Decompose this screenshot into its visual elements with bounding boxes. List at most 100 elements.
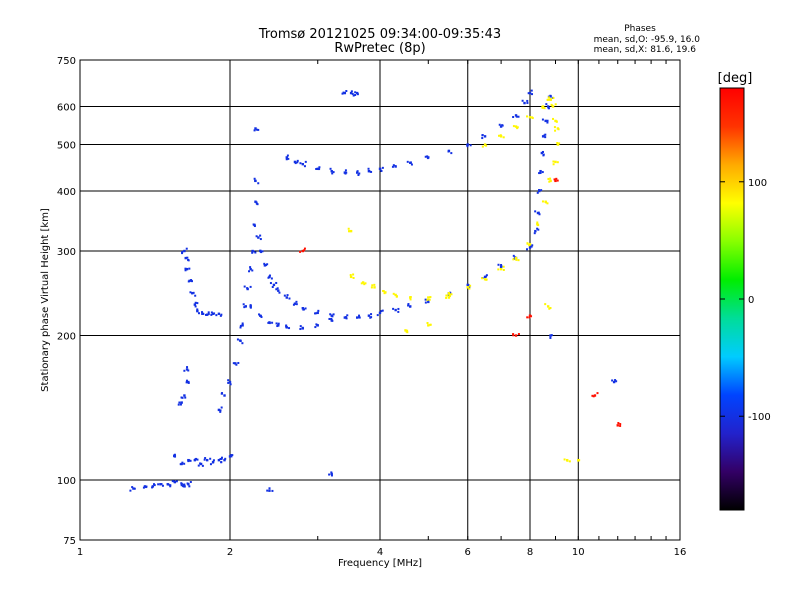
data-point xyxy=(194,458,197,461)
data-point xyxy=(364,282,367,285)
data-point xyxy=(203,458,206,461)
data-point xyxy=(292,303,295,306)
data-point xyxy=(318,166,321,169)
data-point xyxy=(301,307,305,310)
data-point xyxy=(376,314,379,317)
data-point xyxy=(549,98,552,101)
data-point xyxy=(228,380,232,384)
data-point xyxy=(483,278,487,281)
chart-subtitle: RwPretec (8p) xyxy=(334,41,425,56)
x-axis-label: Frequency [MHz] xyxy=(338,558,422,569)
data-point xyxy=(288,327,291,330)
data-point xyxy=(512,116,515,119)
data-point xyxy=(499,134,502,137)
data-point xyxy=(210,313,213,316)
data-point xyxy=(497,134,500,137)
data-point xyxy=(541,105,544,108)
data-point xyxy=(551,104,554,107)
data-point xyxy=(182,483,185,486)
data-point xyxy=(349,91,353,95)
x-tick-label: 10 xyxy=(572,547,585,558)
data-point xyxy=(424,155,427,158)
data-point xyxy=(361,281,365,284)
data-point xyxy=(392,292,395,295)
data-point xyxy=(318,168,321,171)
data-point xyxy=(512,125,515,128)
data-point xyxy=(424,301,427,304)
data-point xyxy=(378,311,382,315)
data-point xyxy=(252,250,255,253)
data-point xyxy=(526,115,529,118)
data-point xyxy=(539,172,542,175)
data-point xyxy=(219,410,222,413)
data-point xyxy=(285,158,288,161)
y-tick-label: 200 xyxy=(57,332,76,343)
data-point xyxy=(530,245,533,248)
data-point xyxy=(253,225,256,228)
data-point xyxy=(234,362,237,365)
y-tick-label: 300 xyxy=(57,247,76,258)
data-point xyxy=(275,281,278,284)
data-point xyxy=(344,169,347,172)
data-point xyxy=(267,276,270,279)
data-point xyxy=(254,251,257,254)
data-point xyxy=(330,471,333,474)
data-point xyxy=(303,165,306,168)
data-point xyxy=(380,310,383,313)
data-point xyxy=(190,280,193,283)
data-point xyxy=(407,303,410,306)
data-point xyxy=(536,227,539,230)
data-point xyxy=(556,179,559,182)
data-point xyxy=(192,291,195,294)
data-point xyxy=(271,321,274,324)
data-point xyxy=(426,298,429,301)
data-point xyxy=(547,177,550,180)
data-point xyxy=(544,136,547,139)
data-point xyxy=(358,316,361,319)
data-point xyxy=(131,486,134,489)
data-point xyxy=(617,422,620,425)
data-point xyxy=(512,334,515,337)
data-point xyxy=(558,142,561,145)
data-point xyxy=(499,125,503,128)
data-point xyxy=(526,101,529,104)
data-point xyxy=(500,263,503,266)
data-point xyxy=(191,292,194,295)
data-point xyxy=(367,314,371,317)
data-point xyxy=(263,262,266,265)
data-point xyxy=(591,394,594,397)
data-point xyxy=(178,401,181,404)
data-point xyxy=(557,128,560,131)
data-point xyxy=(351,92,354,95)
data-point xyxy=(528,91,532,95)
data-point xyxy=(537,228,540,231)
data-point xyxy=(249,266,252,269)
data-point xyxy=(409,305,412,308)
data-point xyxy=(194,301,197,304)
data-point xyxy=(382,290,385,293)
data-point xyxy=(468,286,471,289)
data-point xyxy=(346,314,349,317)
x-tick-label: 16 xyxy=(674,547,687,558)
data-point xyxy=(257,236,260,239)
data-point xyxy=(352,94,355,97)
data-point xyxy=(528,246,532,249)
data-point xyxy=(129,489,132,492)
data-point xyxy=(538,189,541,192)
data-point xyxy=(448,292,451,295)
data-point xyxy=(186,366,189,369)
data-point xyxy=(209,463,212,466)
data-point xyxy=(299,162,302,165)
data-point xyxy=(539,169,542,173)
data-point xyxy=(295,303,298,306)
data-point xyxy=(341,92,344,95)
data-point xyxy=(173,480,176,483)
data-point xyxy=(596,392,599,395)
data-point xyxy=(186,482,189,485)
data-point xyxy=(533,232,536,235)
data-point xyxy=(303,247,306,250)
data-point xyxy=(253,177,256,180)
data-point xyxy=(259,234,262,237)
